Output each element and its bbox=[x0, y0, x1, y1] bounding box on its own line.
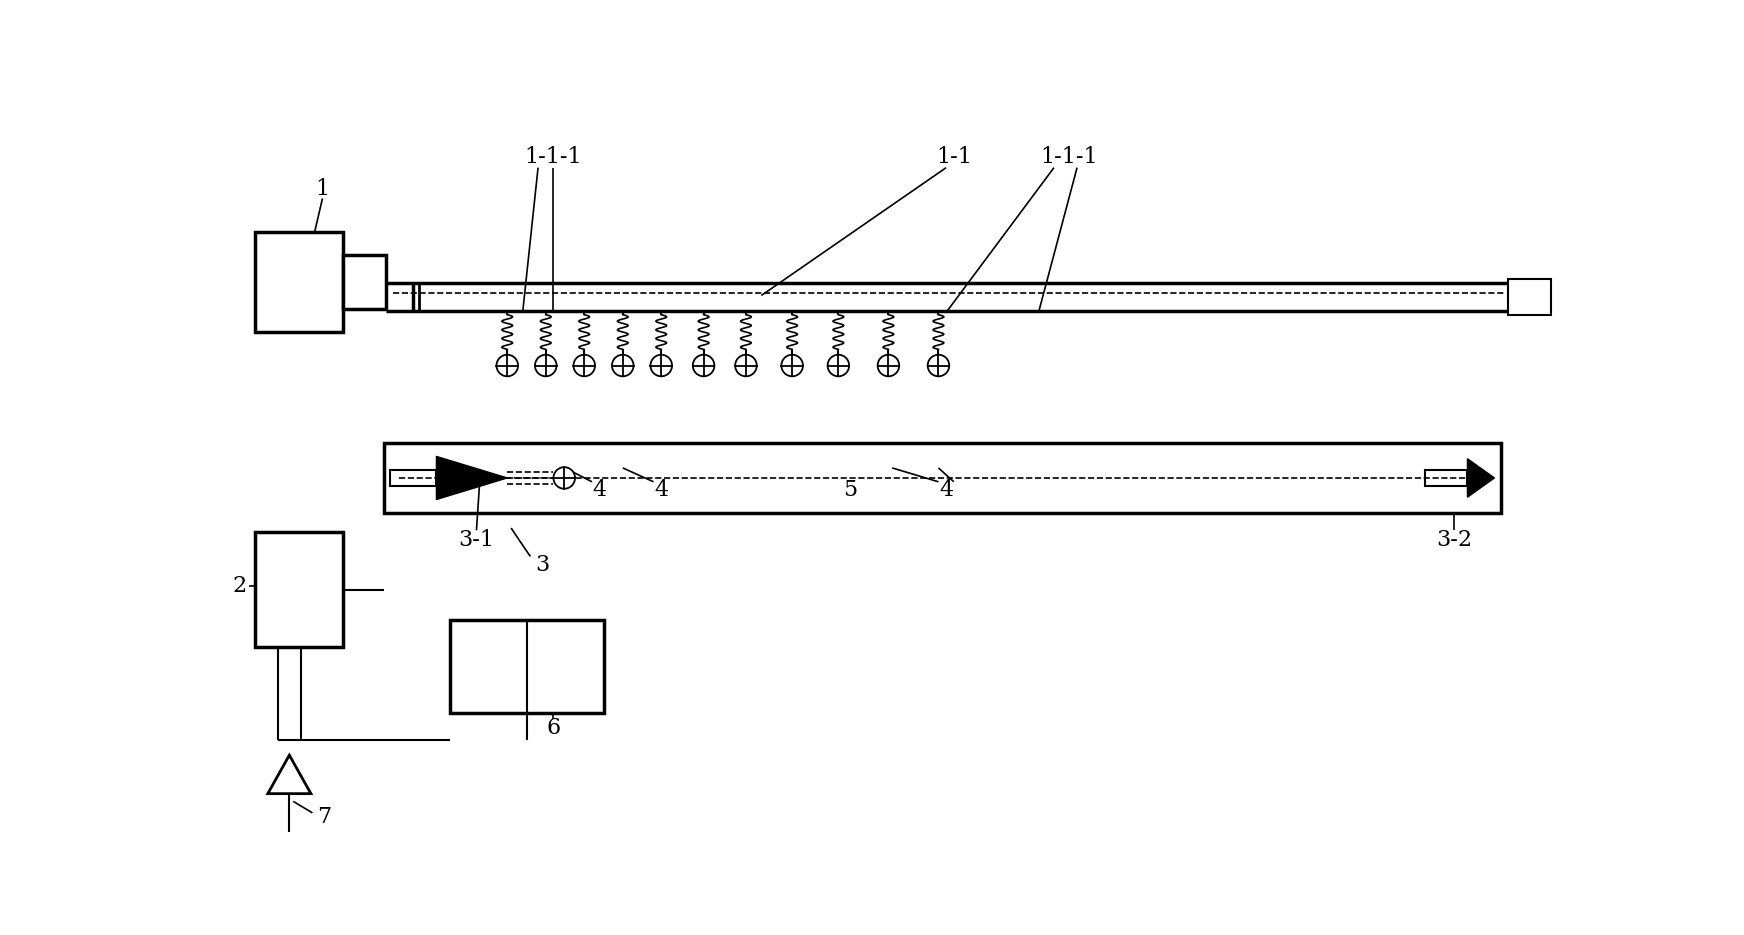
Circle shape bbox=[612, 354, 633, 376]
Bar bbox=[1509, 280, 1550, 315]
Text: 7: 7 bbox=[317, 806, 331, 827]
Circle shape bbox=[651, 354, 671, 376]
Bar bbox=[391, 470, 436, 485]
Text: 2: 2 bbox=[232, 575, 246, 597]
Bar bbox=[255, 232, 344, 332]
Circle shape bbox=[553, 468, 576, 489]
Circle shape bbox=[535, 354, 556, 376]
Text: 1-1-1: 1-1-1 bbox=[525, 146, 582, 168]
Text: 3-1: 3-1 bbox=[459, 528, 495, 551]
Bar bbox=[255, 532, 344, 647]
Text: 4: 4 bbox=[593, 479, 607, 500]
Bar bbox=[1425, 470, 1467, 485]
Text: 5: 5 bbox=[842, 479, 856, 500]
Circle shape bbox=[928, 354, 949, 376]
Circle shape bbox=[574, 354, 595, 376]
Polygon shape bbox=[436, 456, 508, 499]
Text: 1-1-1: 1-1-1 bbox=[1041, 146, 1099, 168]
Bar bbox=[344, 254, 385, 309]
Circle shape bbox=[828, 354, 849, 376]
Bar bbox=[384, 443, 1500, 512]
Text: 3: 3 bbox=[535, 554, 549, 576]
Text: 4: 4 bbox=[938, 479, 954, 500]
Polygon shape bbox=[1467, 459, 1495, 497]
Circle shape bbox=[877, 354, 900, 376]
Text: 1: 1 bbox=[316, 179, 330, 200]
Text: 4: 4 bbox=[654, 479, 668, 500]
Polygon shape bbox=[269, 755, 310, 794]
Circle shape bbox=[692, 354, 715, 376]
Circle shape bbox=[497, 354, 518, 376]
Circle shape bbox=[736, 354, 757, 376]
Bar bbox=[450, 621, 603, 712]
Text: 6: 6 bbox=[546, 717, 560, 740]
Circle shape bbox=[781, 354, 802, 376]
Text: 3-2: 3-2 bbox=[1437, 528, 1472, 551]
Text: 1-1: 1-1 bbox=[937, 146, 971, 168]
